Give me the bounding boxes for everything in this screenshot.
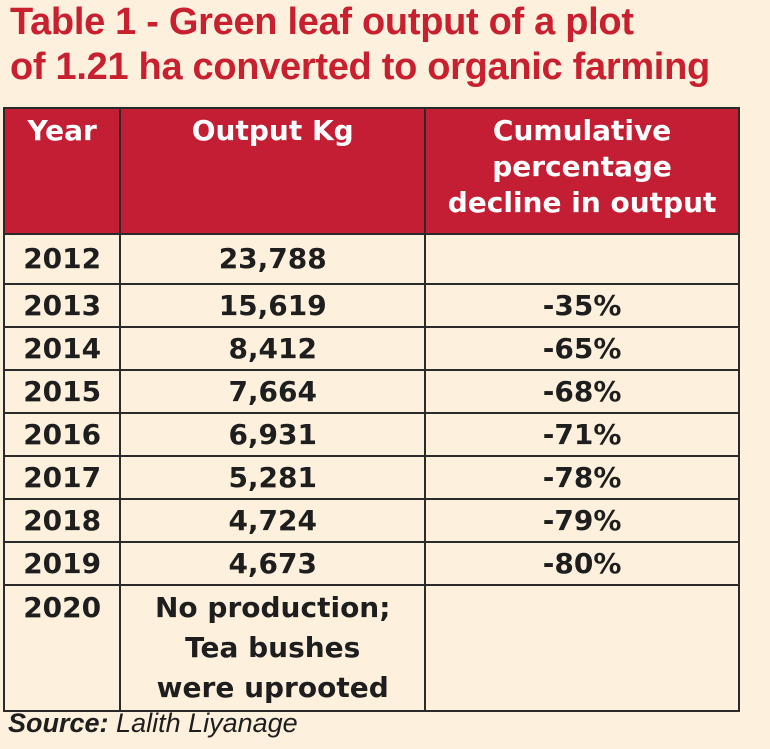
cell-year: 2013: [2, 283, 122, 328]
header-output: Output Kg: [119, 107, 427, 235]
cell-output: 7,664: [119, 369, 427, 414]
cell-output: 4,724: [119, 498, 427, 543]
cell-output: 23,788: [119, 233, 427, 285]
cell-year: 2020: [2, 584, 122, 712]
cell-decline: [424, 584, 740, 712]
table-row: 2012 23,788: [2, 233, 740, 285]
cell-decline: [424, 233, 740, 285]
title-line-1: Table 1 - Green leaf output of a plot: [10, 1, 634, 43]
header-decline-line-3: decline in output: [447, 186, 717, 219]
table-row: 2014 8,412 -65%: [2, 326, 740, 371]
cell-year: 2015: [2, 369, 122, 414]
cell-year: 2017: [2, 455, 122, 500]
cell-year: 2016: [2, 412, 122, 457]
cell-year: 2012: [2, 233, 122, 285]
header-decline-line-1: Cumulative: [492, 114, 672, 147]
table-row: 2018 4,724 -79%: [2, 498, 740, 543]
table-row: 2016 6,931 -71%: [2, 412, 740, 457]
table-header-row: Year Output Kg Cumulative percentage dec…: [2, 107, 740, 235]
cell-output: 6,931: [119, 412, 427, 457]
table-row-final: 2020 No production; Tea bushes were upro…: [2, 584, 740, 712]
source-label: Source:: [8, 708, 109, 738]
cell-decline: -79%: [424, 498, 740, 543]
note-line-3: were uprooted: [156, 671, 389, 704]
note-line-2: Tea bushes: [185, 631, 361, 664]
green-leaf-output-table: Year Output Kg Cumulative percentage dec…: [2, 107, 740, 712]
cell-decline: -80%: [424, 541, 740, 586]
cell-decline: -65%: [424, 326, 740, 371]
header-decline: Cumulative percentage decline in output: [424, 107, 740, 235]
cell-decline: -71%: [424, 412, 740, 457]
cell-year: 2019: [2, 541, 122, 586]
header-decline-line-2: percentage: [492, 150, 672, 183]
cell-year: 2018: [2, 498, 122, 543]
note-line-1: No production;: [155, 591, 391, 624]
table-row: 2019 4,673 -80%: [2, 541, 740, 586]
table-row: 2017 5,281 -78%: [2, 455, 740, 500]
cell-output-note: No production; Tea bushes were uprooted: [119, 584, 427, 712]
cell-decline: -78%: [424, 455, 740, 500]
table-row: 2013 15,619 -35%: [2, 283, 740, 328]
table-row: 2015 7,664 -68%: [2, 369, 740, 414]
title-line-2: of 1.21 ha converted to organic farming: [10, 46, 710, 88]
cell-year: 2014: [2, 326, 122, 371]
table-title: Table 1 - Green leaf output of a plot of…: [10, 0, 765, 90]
cell-output: 15,619: [119, 283, 427, 328]
source-text: Lalith Liyanage: [116, 708, 298, 738]
cell-decline: -35%: [424, 283, 740, 328]
cell-output: 8,412: [119, 326, 427, 371]
cell-output: 5,281: [119, 455, 427, 500]
cell-decline: -68%: [424, 369, 740, 414]
cell-output: 4,673: [119, 541, 427, 586]
header-year: Year: [2, 107, 122, 235]
source-credit: Source: Lalith Liyanage: [8, 708, 298, 739]
